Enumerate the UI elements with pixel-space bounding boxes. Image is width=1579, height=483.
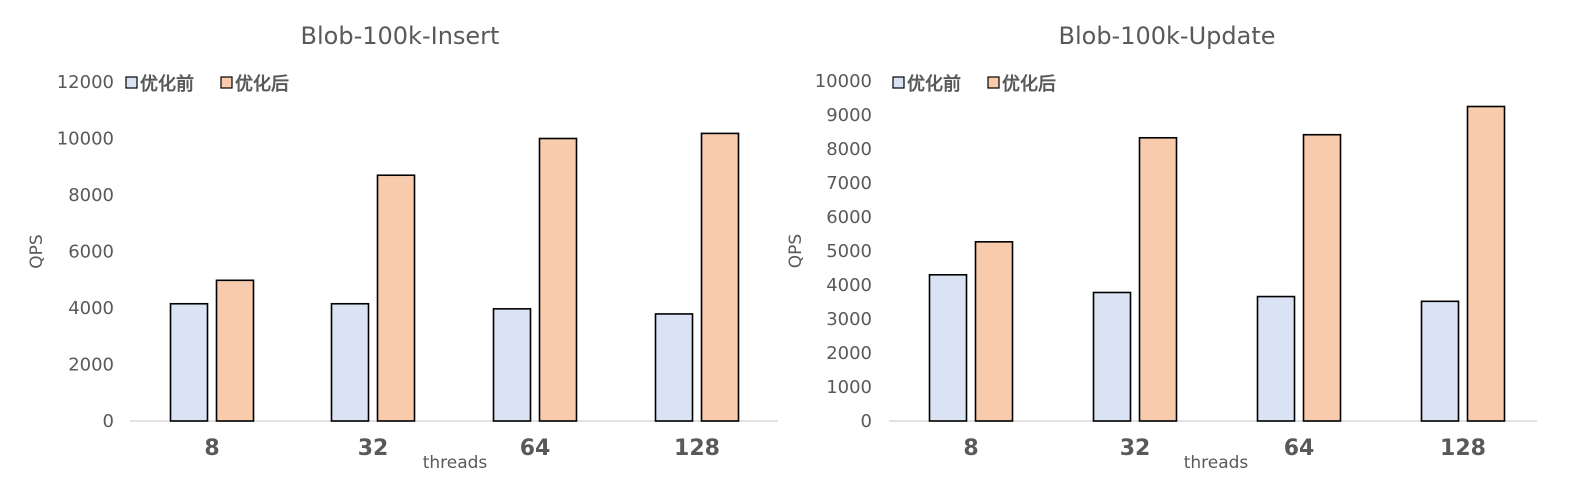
x-tick-label: 128 [1440, 436, 1486, 461]
legend-swatch-after [220, 76, 233, 89]
chart-title: Blob-100k-Update [1059, 22, 1276, 50]
x-tick-label: 64 [520, 436, 551, 461]
legend-swatch-before [892, 76, 905, 89]
legend-label-after: 优化后 [1002, 73, 1056, 95]
y-tick-label: 8000 [826, 139, 872, 160]
legend-label-before: 优化前 [907, 73, 961, 95]
legend-swatch-before [125, 76, 138, 89]
bar-before-8 [928, 273, 968, 422]
y-tick-label: 2000 [68, 355, 114, 376]
y-tick-label: 4000 [68, 298, 114, 319]
bar-after-128 [700, 132, 740, 422]
bar-before-32 [1092, 291, 1132, 422]
bar-before-64 [492, 308, 532, 422]
y-tick-label: 8000 [68, 185, 114, 206]
bar-before-8 [169, 302, 209, 422]
x-tick-label: 128 [674, 436, 720, 461]
y-tick-label: 9000 [826, 105, 872, 126]
bar-after-32 [1138, 136, 1178, 422]
x-axis-label: threads [423, 453, 488, 473]
y-tick-label: 7000 [826, 173, 872, 194]
y-tick-label: 1000 [826, 377, 872, 398]
chart-2: Blob-100k-Update 0 1000 2000 3000 4000 5000 600… [786, 22, 1537, 473]
bar-after-128 [1466, 105, 1506, 422]
legend-label-before: 优化前 [140, 73, 194, 95]
bar-after-64 [1302, 133, 1342, 422]
x-tick-label: 32 [1120, 436, 1151, 461]
legend-swatch-after [987, 76, 1000, 89]
y-tick-label: 2000 [826, 343, 872, 364]
x-tick-label: 8 [204, 436, 219, 461]
bar-after-8 [974, 241, 1014, 422]
y-tick-label: 10000 [57, 129, 114, 150]
y-axis-label: QPS [27, 234, 47, 268]
bar-before-64 [1256, 295, 1296, 422]
legend-label-after: 优化后 [235, 73, 289, 95]
y-tick-label: 4000 [826, 275, 872, 296]
bar-before-32 [330, 302, 370, 422]
y-tick-label: 10000 [815, 71, 872, 92]
bar-after-8 [215, 279, 255, 422]
bar-before-128 [1420, 300, 1460, 422]
y-tick-label: 6000 [826, 207, 872, 228]
y-tick-label: 12000 [57, 72, 114, 93]
x-tick-label: 64 [1284, 436, 1315, 461]
y-tick-label: 5000 [826, 241, 872, 262]
x-tick-label: 8 [963, 436, 978, 461]
bar-before-128 [654, 313, 694, 422]
y-tick-label: 3000 [826, 309, 872, 330]
y-tick-label: 0 [103, 411, 114, 432]
bar-after-64 [538, 137, 578, 422]
y-tick-label: 0 [861, 411, 872, 432]
y-axis-label: QPS [786, 234, 806, 268]
chart-title: Blob-100k-Insert [301, 22, 500, 50]
x-tick-label: 32 [358, 436, 389, 461]
bar-after-32 [376, 174, 416, 422]
x-axis-label: threads [1184, 453, 1249, 473]
chart-1: Blob-100k-Insert 0 2000 4000 6000 8000 10000 12… [27, 22, 778, 473]
y-tick-label: 6000 [68, 242, 114, 263]
